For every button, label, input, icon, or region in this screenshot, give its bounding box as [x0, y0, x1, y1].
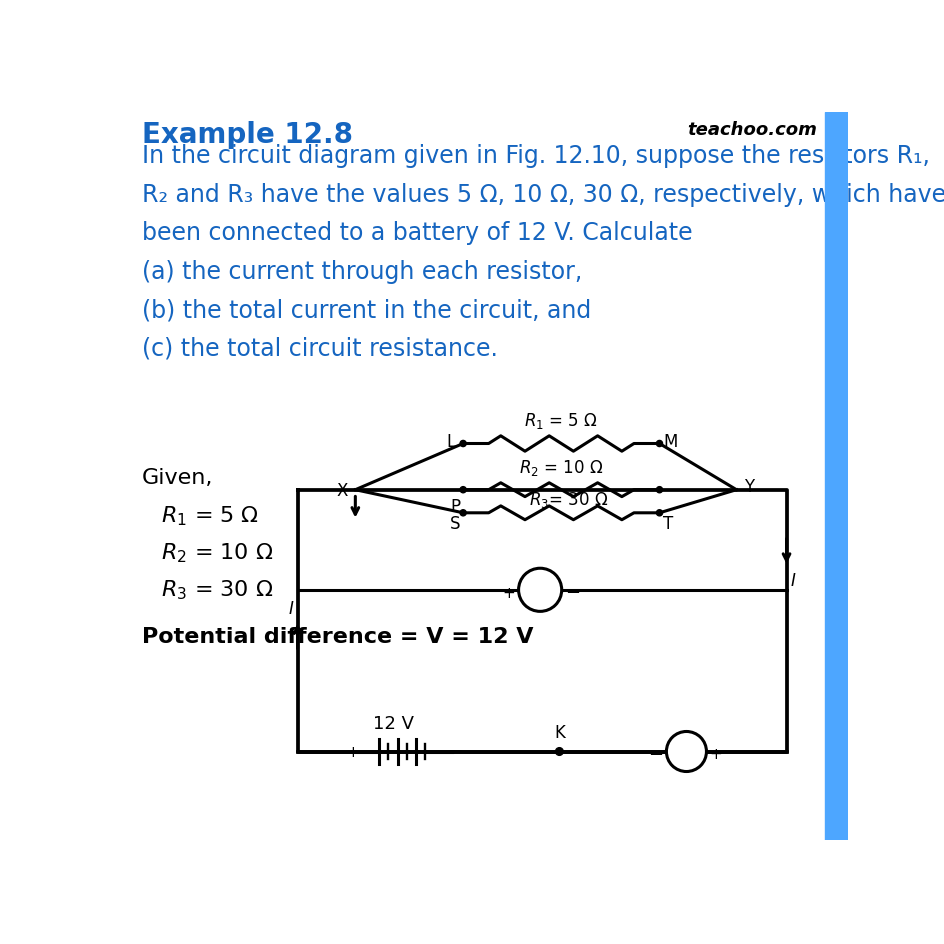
Text: 12 V: 12 V: [373, 715, 413, 733]
Text: $R_1$ = 5 Ω: $R_1$ = 5 Ω: [161, 504, 260, 528]
Circle shape: [555, 748, 563, 755]
Text: M: M: [663, 432, 677, 450]
Text: I: I: [289, 599, 294, 617]
Bar: [824, 113, 848, 840]
Text: teachoo.com: teachoo.com: [686, 121, 817, 139]
Circle shape: [518, 568, 561, 612]
Text: L: L: [446, 432, 455, 450]
Text: X: X: [336, 481, 347, 499]
Text: In the circuit diagram given in Fig. 12.10, suppose the resistors R₁,: In the circuit diagram given in Fig. 12.…: [142, 144, 929, 168]
Text: K: K: [553, 724, 565, 742]
Circle shape: [666, 732, 706, 771]
Text: $R_2$ = 10 Ω: $R_2$ = 10 Ω: [518, 458, 603, 478]
Circle shape: [460, 441, 465, 447]
Text: I: I: [789, 571, 795, 589]
Text: Y: Y: [744, 478, 753, 496]
Circle shape: [656, 510, 662, 516]
Text: (c) the total circuit resistance.: (c) the total circuit resistance.: [142, 336, 497, 361]
Text: +: +: [709, 747, 721, 762]
Text: $R_3$= 30 Ω: $R_3$= 30 Ω: [529, 489, 608, 510]
Circle shape: [460, 510, 465, 516]
Text: P: P: [450, 497, 461, 515]
Text: R₂ and R₃ have the values 5 Ω, 10 Ω, 30 Ω, respectively, which have: R₂ and R₃ have the values 5 Ω, 10 Ω, 30 …: [142, 182, 944, 207]
Text: $R_1$ = 5 Ω: $R_1$ = 5 Ω: [524, 411, 598, 430]
Text: (b) the total current in the circuit, and: (b) the total current in the circuit, an…: [142, 298, 591, 322]
Text: +: +: [502, 585, 515, 600]
Text: T: T: [663, 514, 673, 532]
Text: S: S: [450, 514, 461, 532]
Text: +: +: [346, 744, 359, 759]
Text: $R_3$ = 30 Ω: $R_3$ = 30 Ω: [161, 578, 273, 601]
Text: V: V: [532, 582, 547, 599]
Circle shape: [656, 441, 662, 447]
Text: been connected to a battery of 12 V. Calculate: been connected to a battery of 12 V. Cal…: [142, 221, 692, 244]
Text: Given,: Given,: [142, 467, 213, 487]
Text: −: −: [447, 743, 462, 761]
Text: Example 12.8: Example 12.8: [142, 121, 353, 149]
Circle shape: [460, 487, 465, 494]
Text: −: −: [565, 583, 580, 601]
Text: −: −: [648, 745, 663, 763]
Text: $R_2$ = 10 Ω: $R_2$ = 10 Ω: [161, 541, 273, 565]
Text: A: A: [679, 743, 693, 761]
Text: (a) the current through each resistor,: (a) the current through each resistor,: [142, 260, 582, 283]
Circle shape: [656, 487, 662, 494]
Text: Potential difference = V = 12 V: Potential difference = V = 12 V: [142, 626, 533, 646]
